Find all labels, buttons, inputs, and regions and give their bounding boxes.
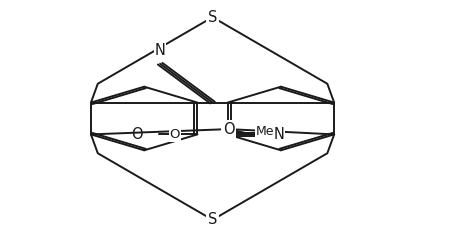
Text: S: S <box>208 10 217 25</box>
Text: O: O <box>131 127 143 142</box>
Text: O: O <box>170 128 180 141</box>
Text: N: N <box>273 127 284 142</box>
Text: Me: Me <box>256 125 274 138</box>
Text: N: N <box>155 43 165 58</box>
Text: O: O <box>223 122 234 137</box>
Text: S: S <box>208 212 217 227</box>
